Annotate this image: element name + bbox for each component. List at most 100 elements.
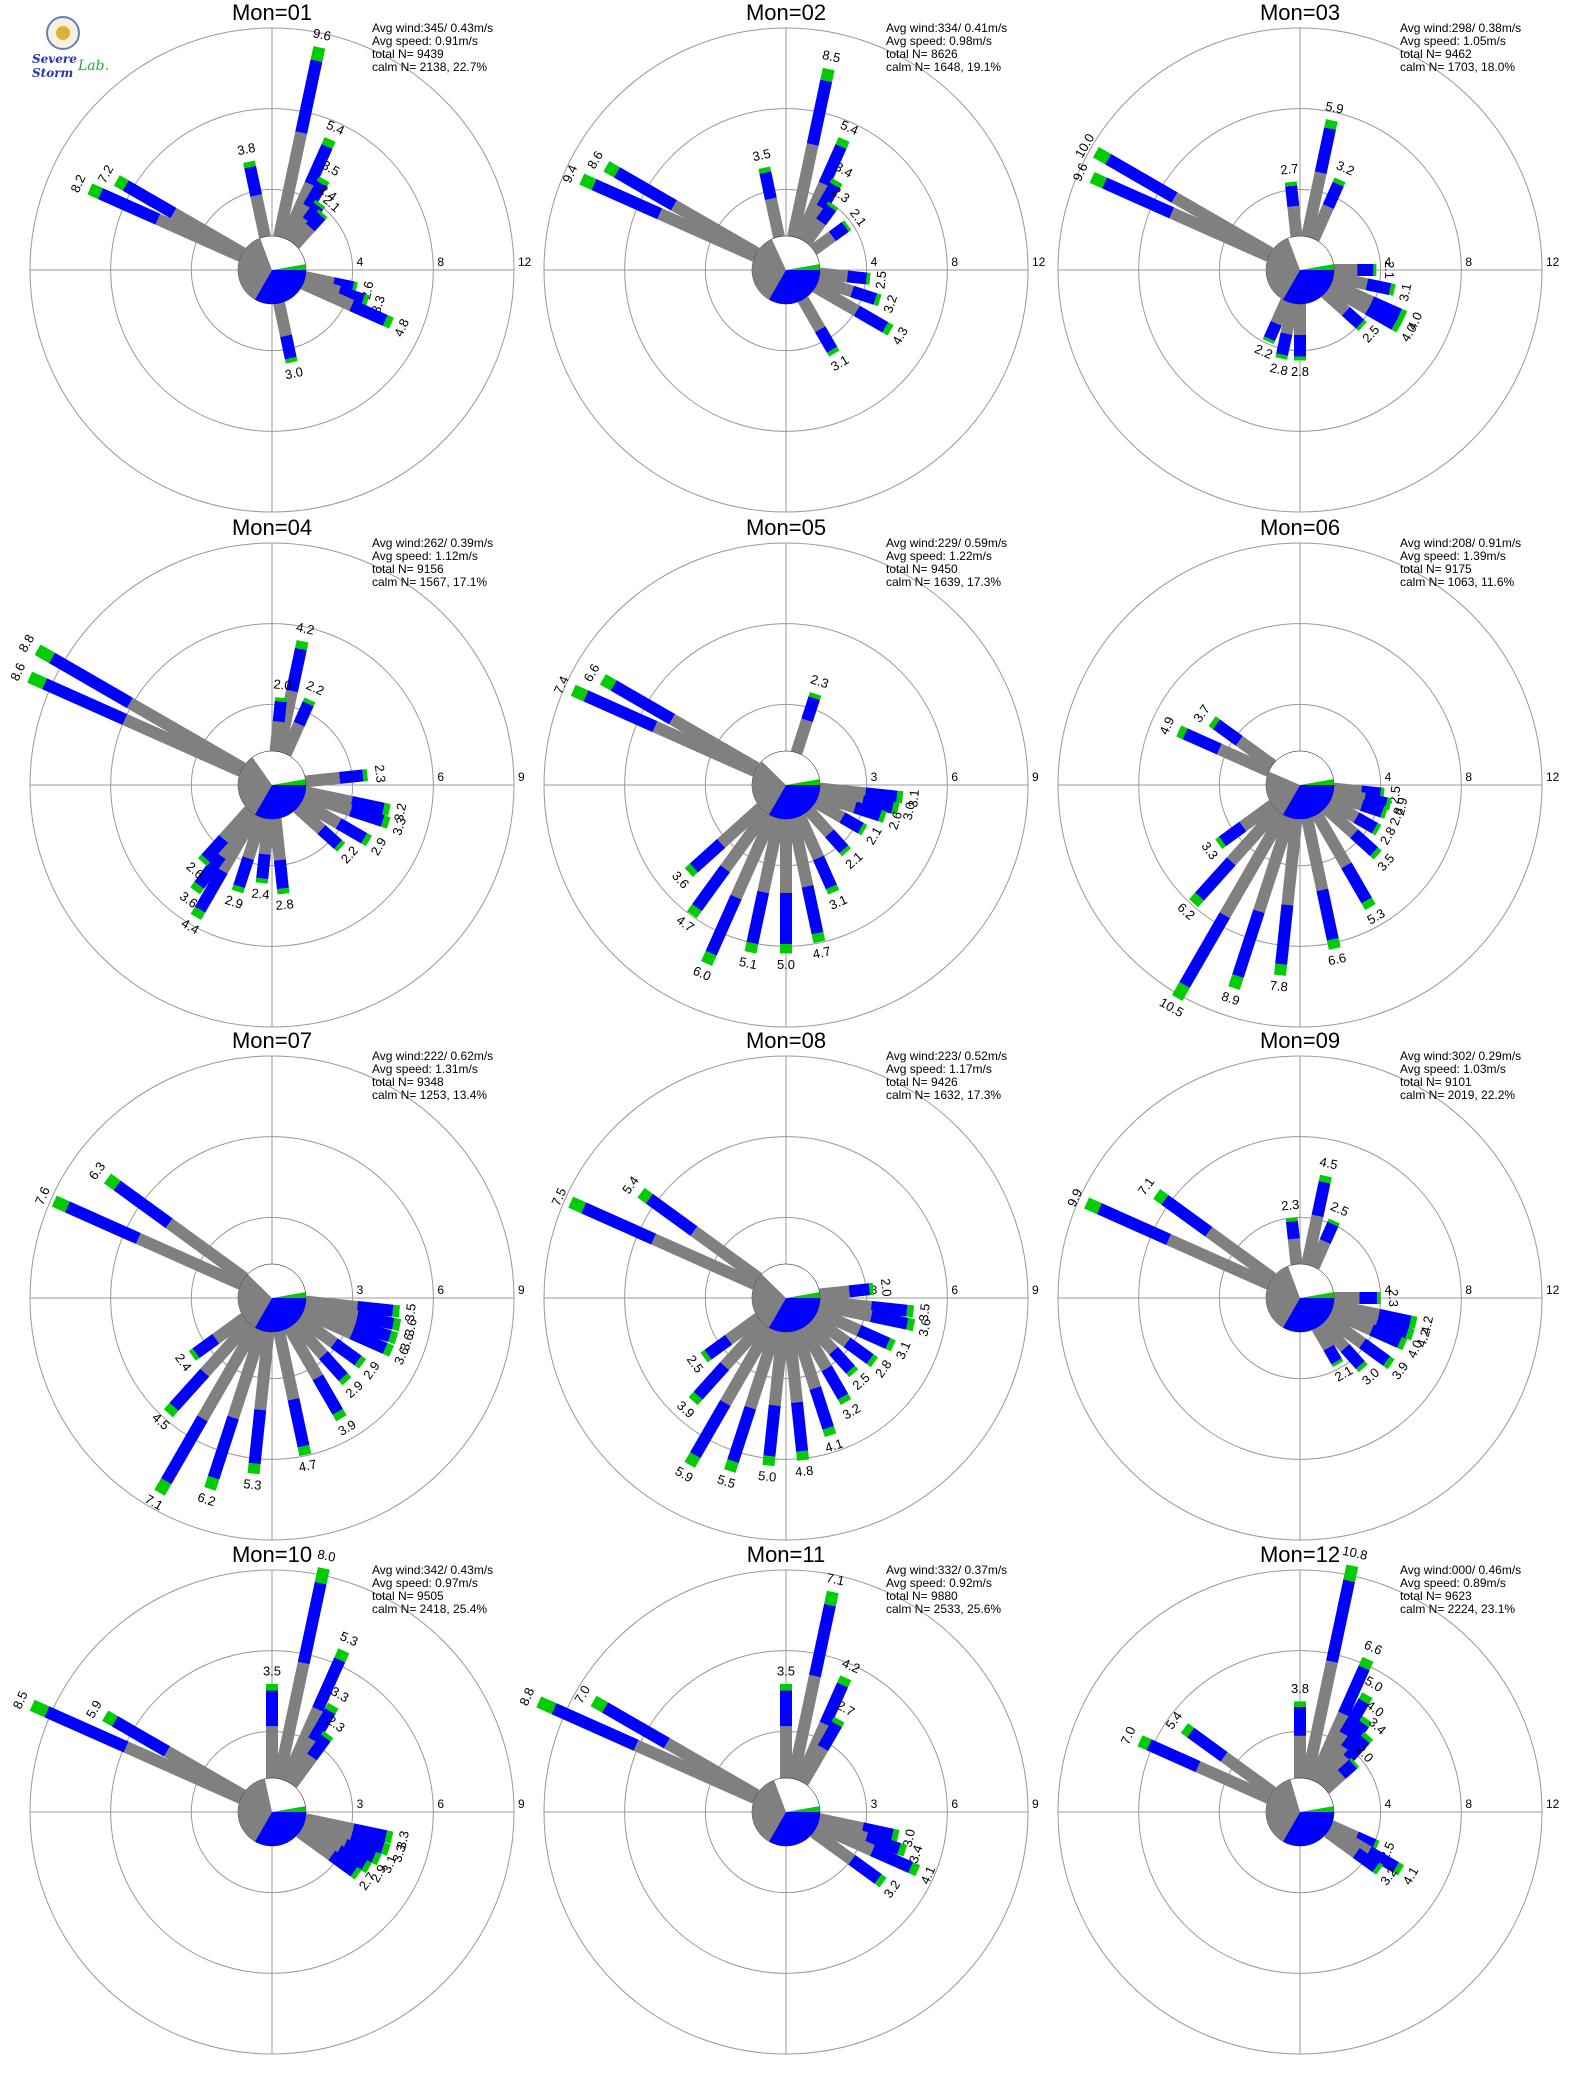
wind-bar-label: 9.6 (312, 25, 333, 43)
calm-wedge-blue (255, 785, 306, 819)
wind-bar-segment (1166, 1234, 1272, 1290)
wind-bar-label: 7.1 (1135, 1174, 1158, 1197)
wind-bar-segment (269, 721, 285, 752)
wind-bar-segment (814, 1820, 875, 1856)
wind-bar-segment (384, 1830, 394, 1844)
wind-bar-segment (332, 1408, 347, 1422)
wind-bar-segment (1215, 836, 1226, 849)
wind-bar-segment (29, 1699, 50, 1718)
stats-line: Avg speed: 1.22m/s (886, 549, 992, 563)
wind-bar-label: 8.6 (584, 148, 606, 171)
wind-bar-segment (861, 795, 894, 814)
wind-bar-segment (155, 213, 244, 262)
wind-bar-segment (809, 231, 836, 255)
wind-bar-segment (551, 1703, 639, 1751)
wind-bar-label: 3.6 (915, 1317, 933, 1338)
wind-bar-segment (853, 801, 883, 822)
wind-bar-segment (829, 1346, 856, 1374)
wind-bar-segment (794, 813, 824, 861)
panel-title: Mon=05 (746, 515, 826, 540)
wind-bar-segment (1182, 728, 1222, 755)
wind-bar-segment (806, 79, 833, 146)
calm-wedge-gray (238, 238, 272, 300)
wind-bar-segment (242, 815, 268, 860)
wind-bar-segment (1330, 789, 1364, 811)
wind-bar-label: 4.2 (840, 1655, 863, 1676)
ring-label: 12 (1032, 255, 1046, 269)
wind-bar-segment (1343, 1564, 1359, 1582)
wind-bar-label: 3.9 (335, 1417, 358, 1439)
wind-bar-segment (188, 1348, 200, 1361)
stats-line: calm N= 2019, 22.2% (1400, 1088, 1515, 1102)
wind-bar-label: 3.1 (379, 1853, 400, 1876)
wind-bar-segment (809, 1313, 851, 1348)
stats-line: calm N= 1632, 17.3% (886, 1088, 1001, 1102)
wind-bar-segment (280, 334, 297, 360)
wind-bar-label: 8.9 (1220, 989, 1242, 1009)
wind-bar-segment (51, 1195, 70, 1213)
wind-bar-label: 5.9 (83, 1698, 105, 1721)
wind-bar-segment (599, 674, 617, 691)
wind-bar-segment (287, 1753, 317, 1789)
wind-bar-segment (1322, 181, 1344, 209)
wind-bar-segment (298, 796, 342, 829)
wind-bar-label: 3.0 (900, 1828, 918, 1849)
wind-bar-label: 4.8 (794, 1463, 814, 1480)
wind-bar-label: 7.6 (32, 1184, 53, 1207)
calm-wedge-blue (769, 1812, 820, 1846)
wind-rose-panel-11: 3 6 97.13.5 4.22.77.08.83.03.44.13.2Mon=11A… (516, 1542, 1039, 2055)
wind-bar-segment (342, 1838, 377, 1863)
stats-line: total N= 9462 (1400, 47, 1472, 61)
wind-bar-segment (831, 1716, 845, 1728)
calm-wedge-gray (751, 761, 786, 815)
wind-bar-label: 3.0 (284, 364, 305, 382)
ring-label: 4 (1385, 770, 1392, 784)
calm-wedge-blue (1283, 1812, 1334, 1846)
calm-wedge-gray (237, 1274, 272, 1328)
wind-bar-label: 2.0 (878, 1278, 895, 1298)
wind-bar-segment (330, 1338, 362, 1366)
wind-bar-segment (579, 173, 597, 190)
wind-bar-segment (1363, 792, 1388, 810)
wind-bar-segment (1371, 1839, 1380, 1852)
stats-line: Avg speed: 1.03m/s (1400, 1062, 1506, 1076)
ring-label: 8 (1465, 1283, 1472, 1297)
wind-bar-segment (704, 1334, 733, 1360)
wind-bar-segment (1372, 1862, 1384, 1875)
wind-bar-label: 2.8 (1291, 364, 1309, 379)
wind-bar-segment (334, 1648, 350, 1663)
wind-bar-segment (308, 1708, 336, 1744)
stats-line: Avg wind:222/ 0.62m/s (372, 1049, 493, 1063)
ring-label: 6 (437, 770, 444, 784)
wind-bar-segment (190, 881, 204, 895)
wind-rose-panel-2: 4 8 128.53.55.43.42.32.18.69.42.53.24.33.1… (543, 0, 1046, 513)
wind-bar-segment (1331, 1358, 1344, 1368)
wind-bar-segment (1318, 1319, 1350, 1353)
stats-line: calm N= 1703, 18.0% (1400, 60, 1515, 74)
ring-label: 8 (1465, 255, 1472, 269)
wind-rose-panel-10: 3 6 98.03.55.33.32.35.98.53.33.33.12.92.7M… (10, 1542, 525, 2055)
wind-bar-segment (757, 817, 785, 894)
ring-label: 9 (518, 770, 525, 784)
wind-bar-segment (870, 1310, 909, 1330)
wind-bar-label: 3.8 (236, 140, 257, 158)
stats-line: calm N= 1063, 11.6% (1400, 575, 1515, 589)
stats-line: Avg wind:262/ 0.39m/s (372, 536, 493, 550)
wind-bar-segment (190, 906, 206, 920)
wind-bar-segment (1321, 1769, 1346, 1794)
wind-bar-segment (870, 1300, 908, 1317)
wind-bar-label: 5.3 (1364, 905, 1387, 927)
wind-bar-segment (1353, 1831, 1377, 1851)
wind-bar-segment (1341, 862, 1372, 904)
wind-bar-segment (113, 175, 129, 191)
wind-bar-segment (200, 1319, 254, 1377)
wind-bar-label: 5.4 (619, 1173, 642, 1196)
wind-bar-segment (201, 834, 228, 863)
wind-bar-label: 5.3 (338, 1628, 361, 1649)
wind-bar-segment (256, 853, 271, 880)
wind-bar-segment (247, 1462, 261, 1475)
wind-bar-segment (1338, 1665, 1370, 1717)
wind-bar-segment (850, 285, 878, 305)
calm-wedge-blue (255, 270, 306, 304)
wind-bar-segment (371, 1851, 382, 1866)
